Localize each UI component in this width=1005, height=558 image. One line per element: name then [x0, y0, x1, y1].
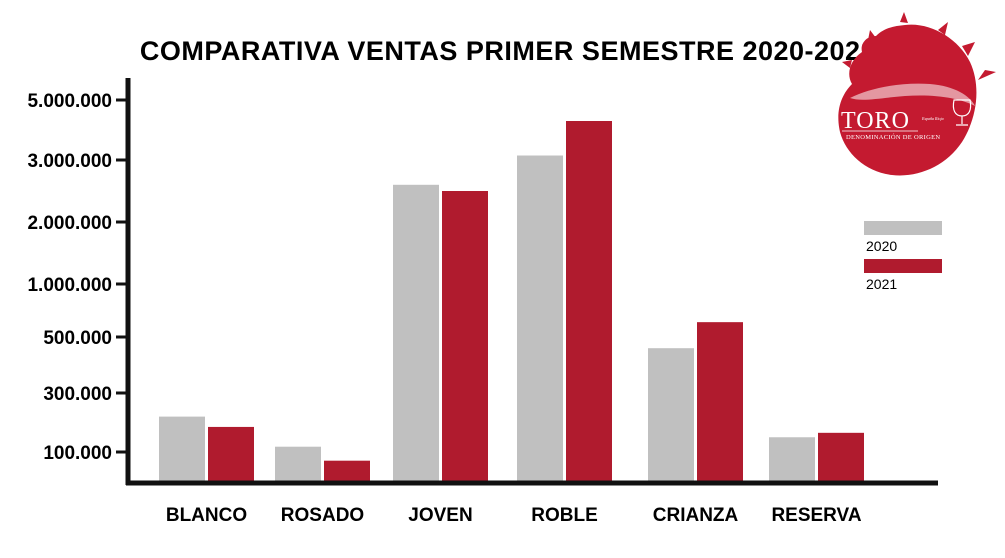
x-tick-label: BLANCO — [166, 505, 247, 526]
bar-2021-rosado — [324, 460, 370, 483]
bar-2020-rosado — [275, 446, 321, 483]
y-tick-label: 300.000 — [43, 384, 112, 405]
x-tick-label: CRIANZA — [653, 505, 739, 526]
bar-2020-crianza — [648, 348, 694, 483]
y-tick-label: 100.000 — [43, 443, 112, 464]
legend-swatch-2021 — [864, 259, 942, 273]
y-axis-ticks: 100.000 300.000 500.000 1.000.000 2.000.000 3… — [27, 91, 128, 464]
bar-2021-reserva — [818, 432, 864, 483]
logo-tagline: España Rioja — [921, 116, 944, 121]
y-tick-label: 2.000.000 — [27, 213, 112, 234]
x-tick-label: JOVEN — [408, 505, 472, 526]
bar-2020-reserva — [769, 437, 815, 483]
x-tick-label: RESERVA — [771, 505, 861, 526]
x-tick-label: ROBLE — [531, 505, 598, 526]
legend-swatch-2020 — [864, 221, 942, 235]
bar-2021-joven — [442, 191, 488, 483]
chart-title: COMPARATIVA VENTAS PRIMER SEMESTRE 2020-… — [140, 36, 876, 66]
y-tick-label: 5.000.000 — [27, 91, 112, 112]
bars-group — [159, 121, 864, 484]
bar-2020-joven — [393, 184, 439, 484]
legend: 2020 2021 — [864, 221, 942, 292]
y-tick-label: 1.000.000 — [27, 275, 112, 296]
logo-swirl — [850, 83, 975, 106]
bar-2021-crianza — [697, 322, 743, 483]
bar-2020-blanco — [159, 416, 205, 483]
logo-wine-glass — [952, 99, 972, 126]
logo-name: TORO — [841, 108, 910, 134]
bar-2021-roble — [566, 121, 612, 483]
x-axis-labels: BLANCO ROSADO JOVEN ROBLE CRIANZA RESERVA — [166, 505, 862, 526]
x-tick-label: ROSADO — [281, 505, 364, 526]
bar-2021-blanco — [208, 426, 254, 483]
legend-label-2020: 2020 — [866, 238, 897, 254]
y-tick-label: 3.000.000 — [27, 151, 112, 172]
bar-2020-roble — [517, 155, 563, 483]
y-tick-label: 500.000 — [43, 328, 112, 349]
legend-label-2021: 2021 — [866, 276, 897, 292]
logo-subtitle: DENOMINACIÓN DE ORIGEN — [846, 133, 940, 141]
toro-logo: TORO DENOMINACIÓN DE ORIGEN España Rioja — [838, 12, 996, 176]
